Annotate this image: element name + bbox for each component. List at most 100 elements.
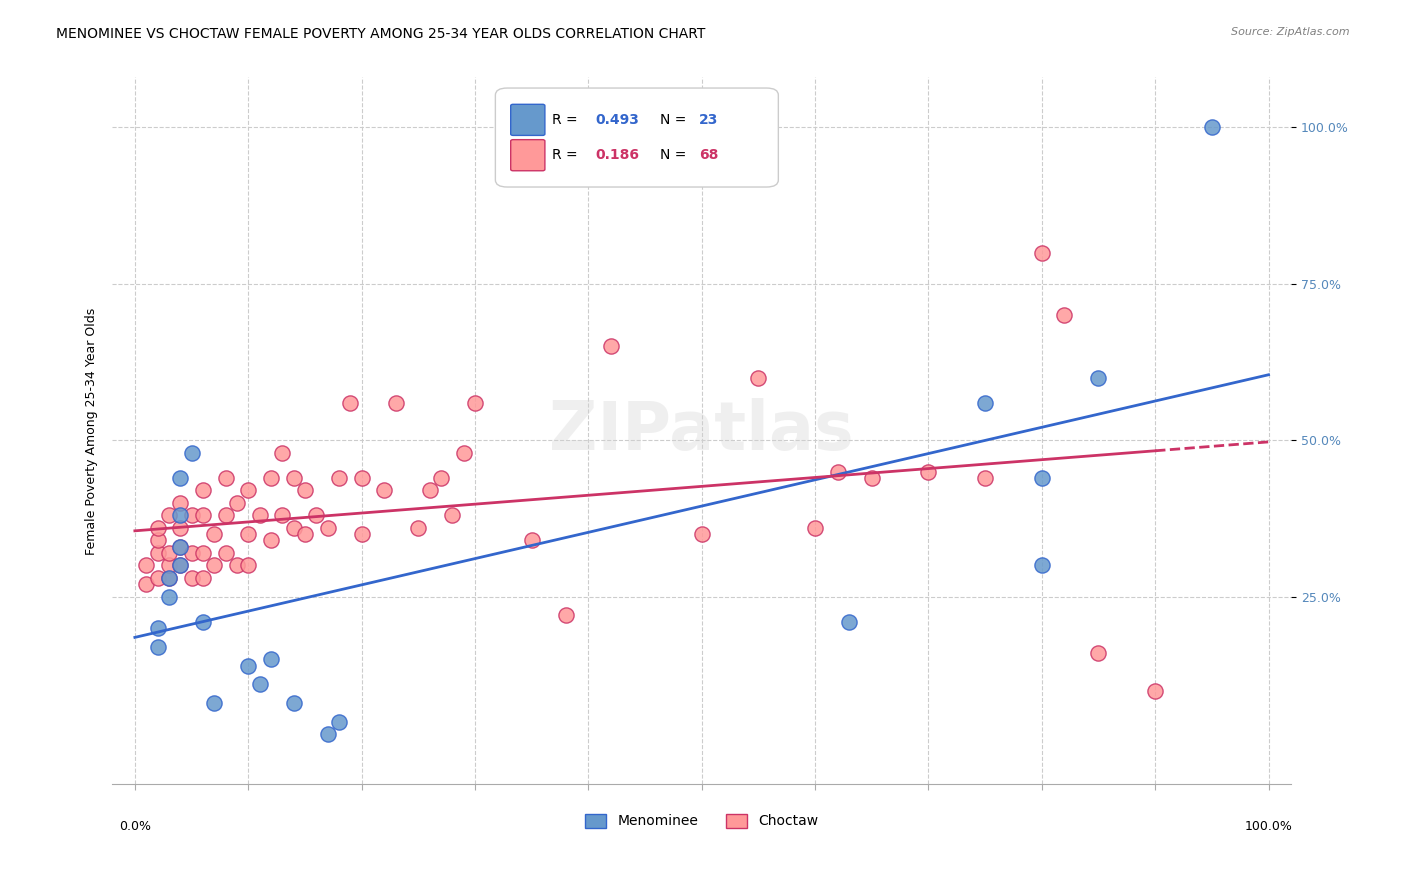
Point: [1087, 370, 1109, 384]
Point: [441, 508, 464, 523]
Point: [180, 446, 202, 460]
Point: [135, 558, 157, 573]
Point: [260, 471, 283, 485]
Point: [146, 533, 169, 548]
Point: [464, 396, 486, 410]
Point: [316, 727, 339, 741]
Point: [373, 483, 395, 498]
Point: [974, 471, 997, 485]
Point: [316, 521, 339, 535]
Point: [406, 521, 429, 535]
Text: N =: N =: [661, 148, 686, 162]
Point: [283, 521, 305, 535]
Point: [690, 527, 713, 541]
Point: [225, 496, 247, 510]
Point: [191, 571, 214, 585]
Point: [271, 508, 294, 523]
Text: N =: N =: [661, 113, 686, 127]
Text: 100.0%: 100.0%: [1244, 821, 1292, 833]
Point: [294, 483, 316, 498]
Point: [214, 471, 236, 485]
FancyBboxPatch shape: [510, 140, 546, 170]
Text: Source: ZipAtlas.com: Source: ZipAtlas.com: [1232, 27, 1350, 37]
Text: R =: R =: [553, 113, 578, 127]
Text: 68: 68: [699, 148, 718, 162]
Point: [202, 696, 225, 710]
Point: [249, 677, 271, 691]
Point: [214, 508, 236, 523]
Point: [146, 621, 169, 635]
Point: [169, 558, 191, 573]
Point: [1087, 646, 1109, 660]
Point: [180, 571, 202, 585]
Point: [1144, 683, 1167, 698]
Point: [157, 590, 180, 604]
Point: [260, 533, 283, 548]
Point: [747, 370, 769, 384]
Point: [804, 521, 827, 535]
Point: [827, 465, 849, 479]
Point: [271, 446, 294, 460]
Point: [157, 508, 180, 523]
Text: 23: 23: [699, 113, 718, 127]
Point: [249, 508, 271, 523]
Point: [169, 540, 191, 554]
Point: [157, 546, 180, 560]
Point: [191, 615, 214, 629]
Point: [260, 652, 283, 666]
Point: [214, 546, 236, 560]
Point: [157, 558, 180, 573]
FancyBboxPatch shape: [495, 88, 779, 187]
Text: ZIPatlas: ZIPatlas: [550, 398, 853, 464]
Point: [419, 483, 441, 498]
Point: [191, 508, 214, 523]
Point: [180, 546, 202, 560]
Point: [169, 496, 191, 510]
Point: [202, 527, 225, 541]
Point: [1031, 245, 1053, 260]
Legend: Menominee, Choctaw: Menominee, Choctaw: [579, 808, 824, 834]
Point: [860, 471, 883, 485]
Point: [169, 471, 191, 485]
Point: [350, 471, 373, 485]
Point: [328, 714, 350, 729]
Point: [1031, 471, 1053, 485]
Point: [1201, 120, 1223, 135]
Point: [238, 483, 260, 498]
Text: MENOMINEE VS CHOCTAW FEMALE POVERTY AMONG 25-34 YEAR OLDS CORRELATION CHART: MENOMINEE VS CHOCTAW FEMALE POVERTY AMON…: [56, 27, 706, 41]
Point: [917, 465, 939, 479]
Y-axis label: Female Poverty Among 25-34 Year Olds: Female Poverty Among 25-34 Year Olds: [86, 307, 98, 555]
Point: [339, 396, 361, 410]
Point: [169, 558, 191, 573]
Text: 0.493: 0.493: [596, 113, 640, 127]
Point: [180, 508, 202, 523]
FancyBboxPatch shape: [510, 104, 546, 136]
Text: 0.0%: 0.0%: [120, 821, 150, 833]
Point: [169, 540, 191, 554]
Point: [146, 546, 169, 560]
Point: [146, 640, 169, 654]
Point: [157, 571, 180, 585]
Point: [1031, 558, 1053, 573]
Point: [294, 527, 316, 541]
Point: [146, 571, 169, 585]
Point: [238, 558, 260, 573]
Point: [202, 558, 225, 573]
Point: [328, 471, 350, 485]
Point: [169, 508, 191, 523]
Point: [838, 615, 860, 629]
Point: [169, 521, 191, 535]
Point: [520, 533, 543, 548]
Point: [135, 577, 157, 591]
Point: [283, 696, 305, 710]
Point: [191, 546, 214, 560]
Point: [453, 446, 475, 460]
Point: [283, 471, 305, 485]
Point: [554, 608, 576, 623]
Point: [1053, 308, 1076, 322]
Point: [350, 527, 373, 541]
Point: [157, 571, 180, 585]
Point: [600, 339, 623, 353]
Point: [305, 508, 328, 523]
Text: 0.186: 0.186: [596, 148, 640, 162]
